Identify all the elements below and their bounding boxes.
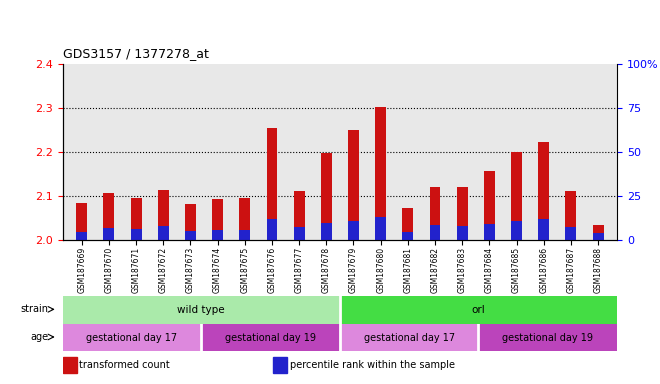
Text: gestational day 19: gestational day 19 (502, 333, 593, 343)
Bar (294, 227, 304, 240)
Bar (240, 197, 250, 240)
Bar (484, 223, 495, 240)
Bar (131, 197, 141, 240)
Bar (376, 217, 386, 240)
Text: gestational day 17: gestational day 17 (364, 333, 455, 343)
Bar (63, 357, 77, 373)
Bar (240, 230, 250, 240)
Bar (566, 227, 576, 240)
Text: percentile rank within the sample: percentile rank within the sample (290, 360, 455, 370)
Text: GDS3157 / 1377278_at: GDS3157 / 1377278_at (63, 47, 209, 60)
Bar (478, 324, 617, 351)
Bar (63, 296, 340, 324)
Bar (340, 324, 478, 351)
Bar (273, 357, 287, 373)
Bar (77, 203, 87, 240)
Bar (321, 223, 332, 240)
Bar (104, 228, 114, 240)
Bar (267, 128, 277, 240)
Bar (294, 191, 304, 240)
Bar (185, 231, 196, 240)
Bar (511, 152, 522, 240)
Bar (63, 324, 201, 351)
Bar (511, 221, 522, 240)
Bar (403, 232, 413, 240)
Bar (566, 191, 576, 240)
Bar (430, 225, 440, 240)
Bar (201, 324, 340, 351)
Bar (593, 225, 603, 240)
Bar (321, 153, 332, 240)
Bar (340, 296, 617, 324)
Bar (104, 193, 114, 240)
Bar (131, 229, 141, 240)
Bar (212, 230, 223, 240)
Text: strain: strain (20, 305, 49, 314)
Bar (348, 221, 359, 240)
Text: age: age (30, 332, 49, 342)
Bar (212, 199, 223, 240)
Bar (376, 107, 386, 240)
Bar (158, 226, 169, 240)
Bar (457, 226, 468, 240)
Bar (539, 219, 549, 240)
Text: wild type: wild type (178, 305, 225, 315)
Text: gestational day 17: gestational day 17 (86, 333, 178, 343)
Text: transformed count: transformed count (79, 360, 170, 370)
Bar (158, 190, 169, 240)
Text: gestational day 19: gestational day 19 (225, 333, 316, 343)
Bar (348, 131, 359, 240)
Bar (403, 208, 413, 240)
Bar (430, 187, 440, 240)
Bar (484, 170, 495, 240)
Bar (267, 219, 277, 240)
Bar (185, 204, 196, 240)
Bar (77, 232, 87, 240)
Bar (593, 233, 603, 240)
Bar (457, 187, 468, 240)
Text: orl: orl (472, 305, 485, 315)
Bar (539, 142, 549, 240)
